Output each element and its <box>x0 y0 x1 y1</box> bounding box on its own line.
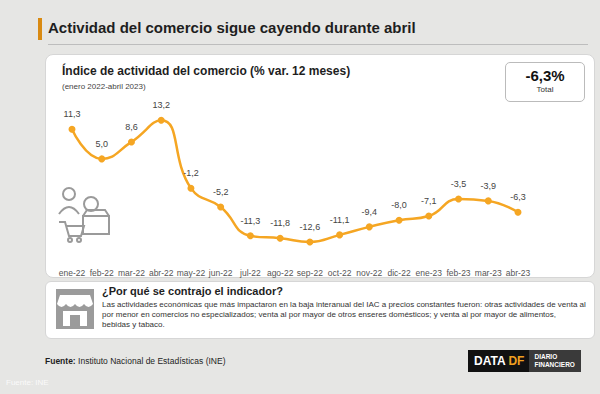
svg-text:5,0: 5,0 <box>95 139 108 149</box>
svg-text:13,2: 13,2 <box>152 100 170 110</box>
svg-text:ene-23: ene-23 <box>416 268 443 278</box>
svg-text:-5,2: -5,2 <box>213 187 229 197</box>
svg-text:nov-22: nov-22 <box>356 268 382 278</box>
svg-text:-7,1: -7,1 <box>421 196 437 206</box>
html-text:Fuente: Instituto Nacional de: Fuente: Instituto Nacional de Estadístic… <box>45 356 226 366</box>
html-text:Fuente: INE: Fuente: INE <box>6 378 49 387</box>
svg-text:-9,4: -9,4 <box>362 207 378 217</box>
svg-text:ago-22: ago-22 <box>267 268 294 278</box>
svg-text:8,6: 8,6 <box>125 122 138 132</box>
svg-text:feb-22: feb-22 <box>90 268 114 278</box>
svg-text:-3,5: -3,5 <box>451 179 467 189</box>
svg-text:ene-22: ene-22 <box>59 268 86 278</box>
svg-text:jul-22: jul-22 <box>239 268 261 278</box>
html-text:Total: Total <box>536 85 554 94</box>
html-text:(enero 2022-abril 2023): (enero 2022-abril 2023) <box>62 82 146 91</box>
svg-text:-12,6: -12,6 <box>300 222 321 232</box>
html-text:DIARIO: DIARIO <box>534 353 558 360</box>
svg-text:-1,2: -1,2 <box>183 168 199 178</box>
svg-text:-11,1: -11,1 <box>330 215 350 225</box>
html-text:Las actividades económicas que: Las actividades económicas que más impac… <box>102 300 586 329</box>
html-text:-6,3%: -6,3% <box>525 67 565 84</box>
html-text:DATA DF: DATA DF <box>474 354 525 368</box>
svg-text:-3,9: -3,9 <box>481 181 497 191</box>
svg-text:-8,0: -8,0 <box>391 200 407 210</box>
html-text:FINANCIERO: FINANCIERO <box>534 361 575 368</box>
html-text:¿Por qué se contrajo el indica: ¿Por qué se contrajo el indicador? <box>102 285 283 297</box>
svg-text:-6,3: -6,3 <box>510 192 526 202</box>
svg-text:dic-22: dic-22 <box>387 268 410 278</box>
svg-text:mar-22: mar-22 <box>118 268 145 278</box>
svg-text:-11,3: -11,3 <box>240 216 260 226</box>
svg-text:oct-22: oct-22 <box>328 268 352 278</box>
svg-text:jun-22: jun-22 <box>208 268 233 278</box>
svg-text:abr-22: abr-22 <box>149 268 174 278</box>
svg-text:-11,8: -11,8 <box>270 218 290 228</box>
svg-text:abr-23: abr-23 <box>506 268 531 278</box>
svg-text:sep-22: sep-22 <box>297 268 323 278</box>
svg-text:feb-23: feb-23 <box>446 268 470 278</box>
html-text:Índice de actividad del comerc: Índice de actividad del comercio (% var.… <box>62 64 351 78</box>
html-text:Actividad del comercio sigue c: Actividad del comercio sigue cayendo dur… <box>48 19 416 36</box>
svg-text:mar-23: mar-23 <box>475 268 502 278</box>
svg-text:11,3: 11,3 <box>64 109 81 119</box>
svg-text:may-22: may-22 <box>177 268 206 278</box>
